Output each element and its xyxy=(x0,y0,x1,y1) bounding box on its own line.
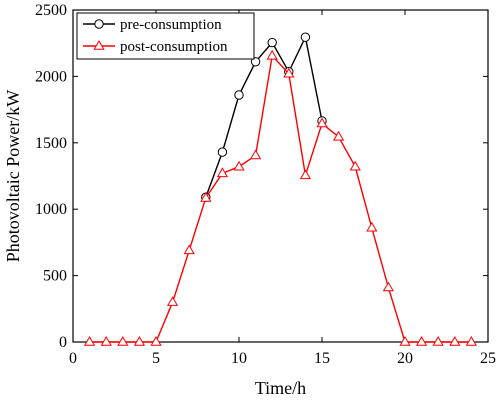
y-axis-ticks: 0 500 1000 1500 2000 2500 xyxy=(35,2,488,351)
y-tick-label: 1000 xyxy=(35,201,67,218)
data-point xyxy=(233,160,245,171)
x-axis-ticks: 0 5 10 15 20 25 xyxy=(69,10,496,367)
legend-label: post-consumption xyxy=(120,39,228,55)
legend-marker xyxy=(93,39,105,50)
y-tick-label: 0 xyxy=(59,334,67,351)
y-tick-label: 500 xyxy=(43,268,67,285)
data-point xyxy=(299,169,312,180)
y-tick-label: 2500 xyxy=(35,2,67,19)
legend-marker xyxy=(94,19,104,29)
data-point xyxy=(415,335,428,346)
data-point xyxy=(266,49,278,60)
x-tick-label: 25 xyxy=(480,350,496,367)
data-point xyxy=(399,335,411,346)
data-point xyxy=(249,149,262,160)
data-point xyxy=(216,167,229,178)
legend-box xyxy=(76,12,255,60)
x-axis-label: Time/h xyxy=(255,378,306,398)
data-point xyxy=(449,335,461,346)
data-point xyxy=(83,335,96,346)
data-point xyxy=(316,117,328,128)
data-point xyxy=(234,90,244,100)
data-point xyxy=(283,67,295,78)
x-tick-label: 15 xyxy=(314,350,330,367)
data-point xyxy=(117,335,129,346)
data-point xyxy=(465,335,477,346)
y-tick-label: 2000 xyxy=(35,68,67,85)
data-point xyxy=(217,147,228,157)
data-point xyxy=(183,244,195,255)
series-post-consumption xyxy=(83,49,477,346)
data-point xyxy=(349,160,361,171)
x-tick-label: 20 xyxy=(397,350,413,367)
legend: pre-consumption post-consumption xyxy=(76,12,255,60)
series-line xyxy=(89,54,472,343)
x-tick-label: 0 xyxy=(69,350,77,367)
data-point xyxy=(333,130,345,141)
data-point xyxy=(382,281,394,292)
x-tick-label: 5 xyxy=(152,350,160,367)
data-point xyxy=(133,335,146,346)
y-axis-label: Photovoltaic Power/kW xyxy=(3,90,23,262)
data-point xyxy=(150,335,162,346)
data-point xyxy=(166,296,179,306)
plot-border xyxy=(72,9,489,343)
data-point xyxy=(200,191,212,202)
plot-frame xyxy=(72,9,489,343)
series-layer xyxy=(83,32,477,346)
data-point xyxy=(432,335,444,346)
legend-label: pre-consumption xyxy=(120,17,222,33)
data-point xyxy=(300,32,311,42)
data-point xyxy=(250,57,261,67)
x-tick-label: 10 xyxy=(231,350,247,367)
data-point xyxy=(100,335,112,346)
y-tick-label: 1500 xyxy=(35,135,67,152)
data-point xyxy=(366,221,378,232)
series-line xyxy=(205,35,323,198)
data-point xyxy=(267,37,277,48)
